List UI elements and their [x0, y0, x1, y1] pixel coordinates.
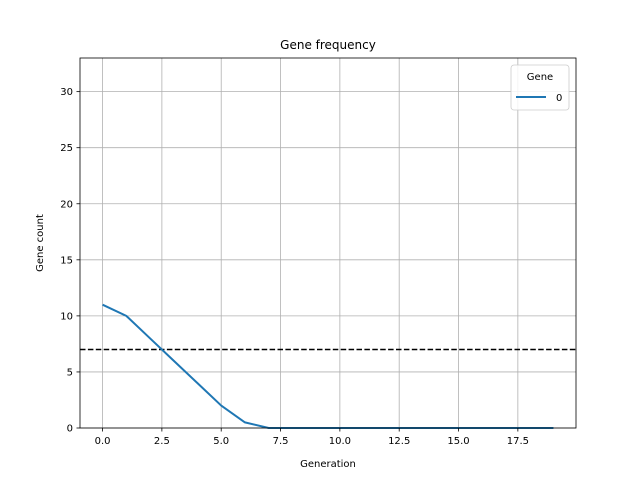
legend-entry-label: 0 [556, 93, 562, 104]
legend-title: Gene [527, 72, 553, 83]
y-tick-label: 5 [67, 367, 73, 378]
x-tick-label: 5.0 [213, 436, 229, 447]
y-tick-label: 30 [60, 87, 73, 98]
series-line-0 [102, 303, 554, 429]
x-tick-label: 15.0 [447, 436, 469, 447]
y-tick-label: 25 [60, 143, 73, 154]
x-tick-label: 7.5 [273, 436, 289, 447]
series-layer [102, 303, 554, 429]
y-tick-label: 15 [60, 255, 73, 266]
legend-box [510, 64, 570, 111]
plot-frame [79, 57, 577, 429]
x-tick-label: 0.0 [95, 436, 111, 447]
x-axis-label: Generation [300, 459, 356, 470]
x-tick-label: 17.5 [507, 436, 529, 447]
y-tick-label: 20 [60, 199, 73, 210]
x-axis-ticks: 0.0 2.5 5.0 7.5 10.0 12.5 15.0 17.5 [95, 428, 529, 447]
x-tick-label: 10.0 [329, 436, 351, 447]
y-axis-label: Gene count [35, 214, 46, 272]
x-tick-label: 2.5 [154, 436, 170, 447]
y-tick-label: 0 [67, 424, 73, 435]
y-tick-label: 10 [60, 311, 73, 322]
legend: Gene 0 [510, 64, 570, 111]
y-axis-ticks: 0 5 10 15 20 25 30 [60, 87, 80, 435]
chart-title: Gene frequency [280, 38, 376, 52]
x-tick-label: 12.5 [388, 436, 410, 447]
grid [80, 58, 576, 429]
